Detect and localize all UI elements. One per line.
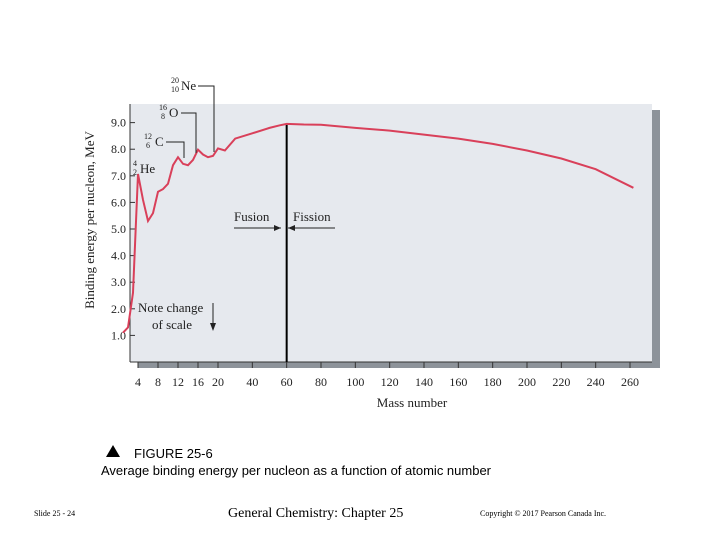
x-tick-label: 20 <box>212 375 224 389</box>
y-tick-label: 4.0 <box>111 249 126 263</box>
binding-energy-chart: 1.02.03.04.05.06.07.08.09.0 4 8 12 16 20 40 60… <box>82 76 660 410</box>
x-tick-label: 40 <box>246 375 258 389</box>
copyright-notice: Copyright © 2017 Pearson Canada Inc. <box>480 509 607 518</box>
x-tick-label: 80 <box>315 375 327 389</box>
x-tick-label: 260 <box>621 375 639 389</box>
o-atomic-number: 8 <box>161 112 165 121</box>
he-mass-number: 4 <box>133 159 137 168</box>
nuclide-label-he: 4 2 He <box>133 159 155 177</box>
scale-note-line2: of scale <box>152 317 192 332</box>
o-mass-number: 16 <box>159 103 167 112</box>
y-tick-label: 5.0 <box>111 222 126 236</box>
binding-energy-curve <box>122 122 634 334</box>
x-tick-label: 60 <box>281 375 293 389</box>
x-tick-label: 12 <box>172 375 184 389</box>
x-tick-label: 180 <box>484 375 502 389</box>
figure-caption-text: Average binding energy per nucleon as a … <box>101 463 492 478</box>
y-tick-label: 2.0 <box>111 302 126 316</box>
o-leader-line <box>181 112 197 153</box>
x-tick-label: 140 <box>415 375 433 389</box>
fusion-label: Fusion <box>234 209 270 224</box>
fusion-arrow-head <box>274 225 281 231</box>
slide-number: Slide 25 - 24 <box>34 509 76 518</box>
y-tick-label: 3.0 <box>111 275 126 289</box>
fission-arrow-head <box>288 225 295 231</box>
x-tick-label: 200 <box>518 375 536 389</box>
figure-caption-title: FIGURE 25-6 <box>134 446 213 461</box>
x-tick-label: 4 <box>135 375 141 389</box>
o-symbol: O <box>169 105 178 120</box>
x-tick-label: 100 <box>346 375 364 389</box>
footer-title: General Chemistry: Chapter 25 <box>228 506 404 521</box>
c-leader-line <box>166 141 185 158</box>
scale-note-line1: Note change <box>138 300 204 315</box>
scale-note-arrow-head <box>210 323 216 331</box>
x-tick-label: 8 <box>155 375 161 389</box>
nuclide-label-o: 16 8 O <box>159 103 197 153</box>
he-symbol: He <box>140 161 155 176</box>
ne-atomic-number: 10 <box>171 85 179 94</box>
nuclide-label-ne: 20 10 Ne <box>171 76 215 152</box>
x-tick-label: 240 <box>587 375 605 389</box>
ne-leader-line <box>198 85 215 152</box>
x-tick-label: 160 <box>449 375 467 389</box>
nuclide-label-c: 12 6 C <box>144 132 185 158</box>
y-tick-label: 7.0 <box>111 169 126 183</box>
ne-symbol: Ne <box>181 78 196 93</box>
plot-area <box>130 104 652 362</box>
triangle-icon <box>106 445 120 457</box>
fission-label: Fission <box>293 209 331 224</box>
y-tick-label: 1.0 <box>111 328 126 342</box>
y-tick-label: 9.0 <box>111 116 126 130</box>
he-atomic-number: 2 <box>133 168 137 177</box>
c-symbol: C <box>155 134 164 149</box>
c-atomic-number: 6 <box>146 141 150 150</box>
ne-mass-number: 20 <box>171 76 179 85</box>
y-axis-title: Binding energy per nucleon, MeV <box>82 131 97 309</box>
x-tick-label: 220 <box>552 375 570 389</box>
y-tick-label: 8.0 <box>111 142 126 156</box>
x-tick-label: 120 <box>381 375 399 389</box>
x-tick-label: 16 <box>192 375 204 389</box>
c-mass-number: 12 <box>144 132 152 141</box>
x-axis-title: Mass number <box>377 395 448 410</box>
y-tick-label: 6.0 <box>111 195 126 209</box>
